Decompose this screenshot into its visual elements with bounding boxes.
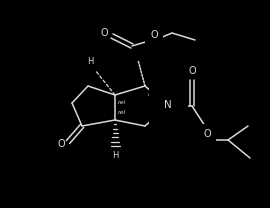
- Text: H: H: [112, 151, 118, 161]
- Text: O: O: [57, 139, 65, 149]
- Text: O: O: [203, 129, 211, 139]
- Text: O: O: [100, 28, 108, 38]
- Text: O: O: [188, 66, 196, 76]
- Text: rel: rel: [148, 92, 156, 97]
- Text: rel: rel: [118, 100, 126, 105]
- Text: H: H: [87, 57, 93, 67]
- Text: N: N: [164, 100, 172, 110]
- Text: rel: rel: [118, 109, 126, 114]
- Text: O: O: [150, 30, 158, 40]
